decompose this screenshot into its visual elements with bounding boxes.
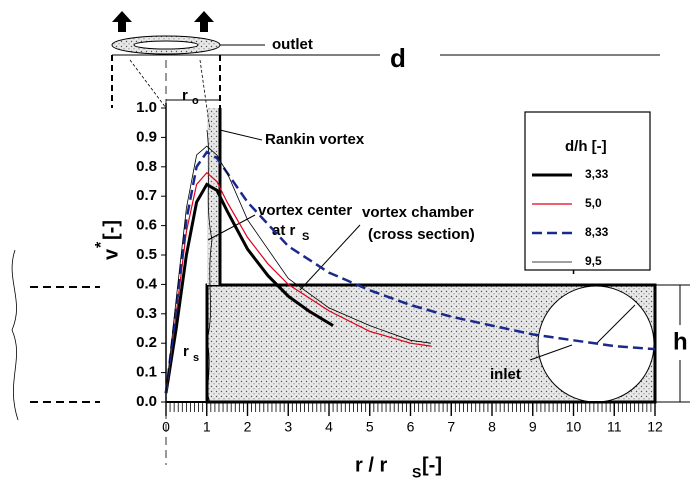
y-tick-label: 0.6: [136, 217, 157, 234]
y-tick-label: 0.3: [136, 305, 157, 322]
legend-box: [524, 111, 651, 271]
legend-label: 3,33: [585, 167, 609, 181]
y-axis-label: [-]: [100, 220, 122, 240]
annotation: r: [183, 343, 189, 360]
x-tick-label: 4: [325, 419, 333, 435]
annotation: r: [182, 87, 188, 104]
y-tick-label: 1.0: [136, 99, 157, 116]
annotation: d: [390, 43, 406, 73]
x-axis-label: S: [412, 465, 421, 481]
series-line: [164, 150, 656, 394]
leader: [219, 129, 263, 141]
annotation: Rankin vortex: [265, 131, 365, 148]
y-axis-label: *: [93, 241, 110, 248]
leader: [299, 224, 361, 291]
x-tick-label: 3: [284, 419, 292, 435]
y-tick-label: 0.9: [136, 128, 157, 145]
annotation: vortex chamber: [362, 204, 474, 221]
x-tick-label: 7: [447, 419, 455, 435]
x-tick-label: 11: [607, 419, 622, 435]
legend-label: 5,0: [585, 196, 602, 210]
x-tick-label: 1: [203, 419, 211, 435]
y-tick-label: 0.4: [136, 275, 158, 292]
legend-label: 8,33: [585, 225, 609, 239]
annotation: i: [572, 265, 575, 277]
annotation: at r: [272, 222, 296, 239]
y-tick-label: 0.8: [136, 158, 157, 175]
legend-title: d/h [-]: [565, 138, 607, 155]
annotation: (cross section): [368, 226, 475, 243]
annotation: vortex center: [258, 202, 352, 219]
x-tick-label: 10: [566, 419, 582, 435]
annotation: o: [192, 95, 199, 107]
y-tick-label: 0.0: [136, 393, 157, 410]
x-axis-label: [-]: [422, 454, 442, 476]
x-axis-label: r / r S [-]: [355, 454, 442, 480]
y-tick-label: 0.7: [136, 187, 157, 204]
outlet-hole: [133, 40, 199, 50]
x-tick-label: 6: [407, 419, 415, 435]
legend-label: 9,5: [585, 254, 602, 268]
annotation: h: [673, 328, 688, 355]
y-tick-label: 0.5: [136, 246, 157, 263]
x-tick-label: 12: [647, 419, 663, 435]
series-line: [165, 145, 431, 394]
y-tick-label: 0.2: [136, 334, 157, 351]
ri-line: [595, 304, 636, 345]
outlet-line: [129, 59, 167, 109]
apparatus: [11, 11, 690, 465]
annotation: s: [193, 352, 199, 364]
arrow: [194, 11, 214, 32]
vortex-edge: [206, 129, 213, 403]
annotation: inlet: [490, 366, 521, 383]
x-tick-label: 8: [488, 419, 496, 435]
x-tick-label: 9: [529, 419, 537, 435]
x-tick-label: 0: [162, 419, 170, 435]
outlet-pipe: [207, 108, 220, 285]
x-axis-label: r / r: [355, 454, 387, 476]
annotation: outlet: [272, 36, 313, 53]
x-tick-label: 5: [366, 419, 374, 435]
y-tick-label: 0.1: [136, 364, 157, 381]
outlet-line: [199, 59, 211, 131]
x-tick-label: 2: [244, 419, 252, 435]
series-line: [164, 182, 334, 394]
leader: [529, 344, 573, 361]
annotations: outlet d r o Rankin vortex vortex center…: [182, 36, 688, 383]
y-axis-label: v * [-]: [93, 220, 122, 260]
y-axis-label: v: [100, 248, 122, 260]
wavy-edge: [11, 249, 19, 421]
series-line: [165, 171, 431, 394]
annotation: S: [302, 231, 309, 243]
arrow: [112, 11, 132, 32]
